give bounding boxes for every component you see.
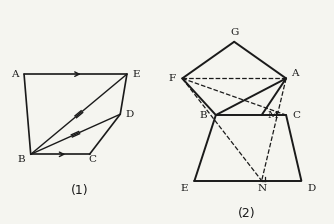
- Text: G: G: [230, 28, 238, 37]
- Text: C: C: [88, 155, 96, 164]
- Text: (1): (1): [71, 184, 89, 197]
- Text: E: E: [180, 184, 188, 193]
- Text: E: E: [133, 70, 140, 79]
- Text: F: F: [168, 74, 175, 83]
- Text: C: C: [293, 111, 301, 120]
- Text: D: D: [126, 110, 134, 119]
- Text: N: N: [257, 184, 266, 193]
- Text: A: A: [11, 70, 18, 79]
- Text: D: D: [308, 184, 316, 193]
- Text: B: B: [200, 111, 207, 120]
- Text: B: B: [18, 155, 25, 164]
- Text: (2): (2): [238, 207, 256, 220]
- Text: M: M: [267, 111, 278, 120]
- Text: A: A: [292, 69, 299, 78]
